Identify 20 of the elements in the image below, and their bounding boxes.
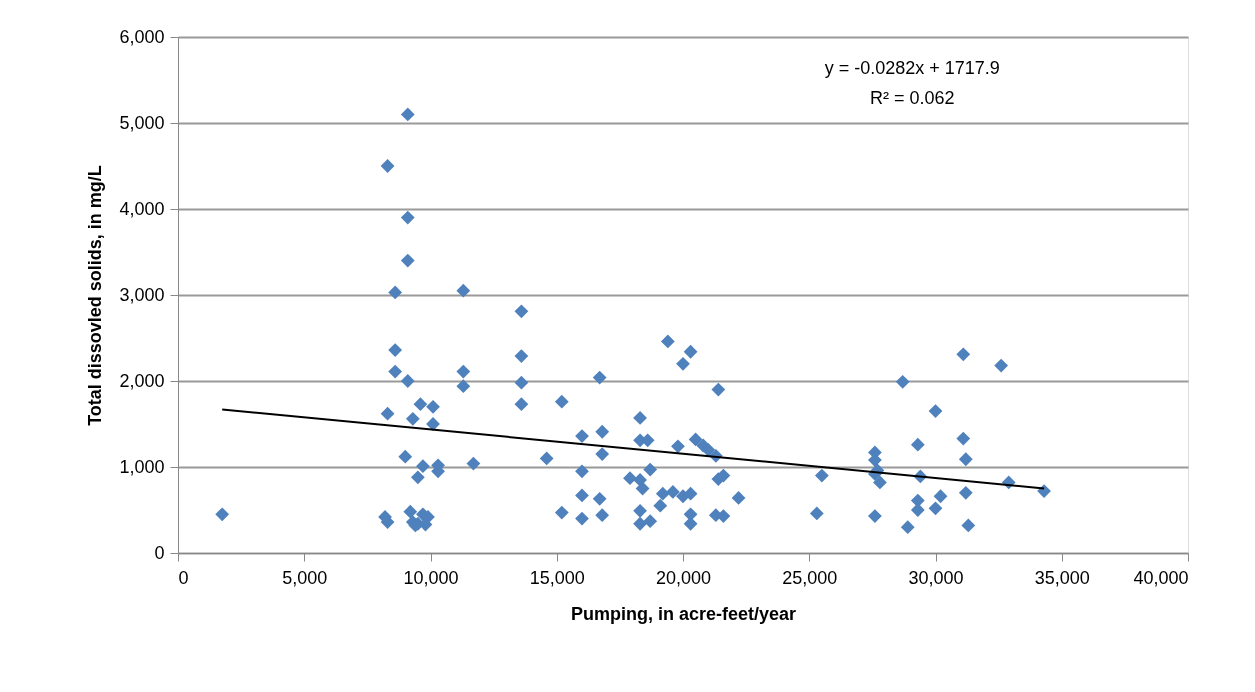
y-axis-title: Total dissovled solids, in mg/L — [85, 165, 106, 426]
x-axis-title: Pumping, in acre-feet/year — [570, 603, 797, 624]
annotation: y = -0.0282x + 1717.9 — [824, 58, 1000, 78]
x-tick-label: 40,000 — [1133, 567, 1189, 588]
y-tick-label: 2,000 — [119, 370, 165, 391]
y-tick-label: 6,000 — [119, 26, 165, 47]
y-tick-label: 1,000 — [119, 456, 165, 477]
x-tick-label: 30,000 — [908, 567, 964, 588]
x-tick-label: 20,000 — [655, 567, 712, 588]
x-tick-label: 35,000 — [1034, 567, 1090, 588]
x-tick-label: 25,000 — [782, 567, 838, 588]
x-tick-label: 5,000 — [282, 567, 328, 588]
annotation: R² = 0.062 — [869, 88, 955, 108]
x-tick-label: 0 — [178, 567, 189, 588]
y-tick-label: 0 — [154, 542, 165, 563]
x-tick-label: 10,000 — [403, 567, 459, 588]
x-tick-label: 15,000 — [529, 567, 585, 588]
y-tick-label: 3,000 — [119, 284, 165, 305]
y-tick-label: 5,000 — [119, 112, 165, 133]
y-tick-label: 4,000 — [119, 198, 165, 219]
